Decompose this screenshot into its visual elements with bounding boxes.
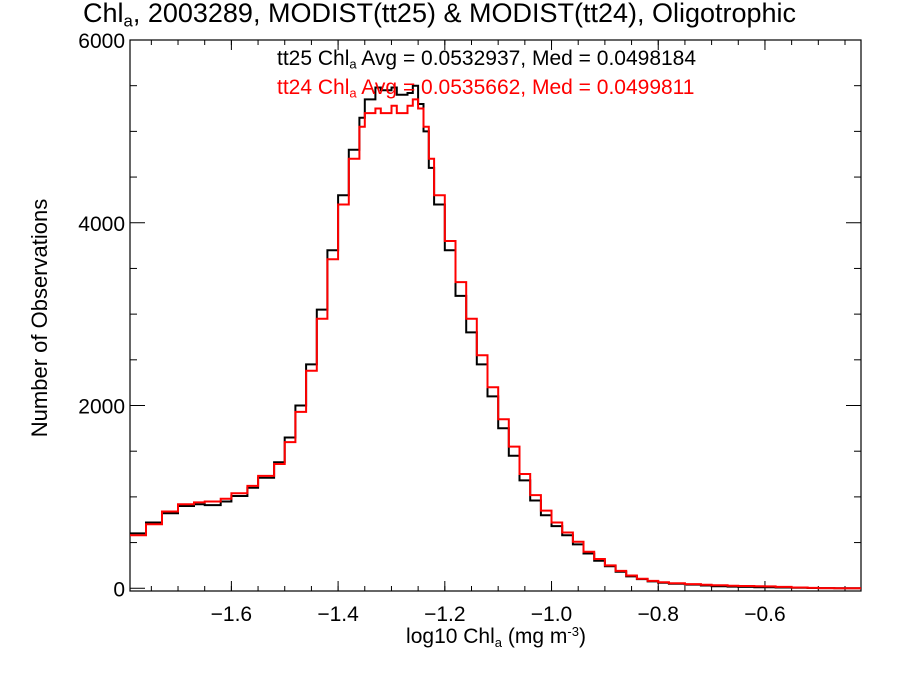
chart-title: Chla, 2003289, MODIST(tt25) & MODIST(tt2… — [83, 0, 797, 31]
y-axis-label: Number of Observations — [27, 198, 52, 438]
plot-frame — [129, 39, 862, 592]
series-layer — [130, 84, 861, 590]
y-axis-ticks: 0 2000 4000 6000 — [78, 30, 861, 601]
series-line-tt25 — [130, 84, 861, 590]
x-tick-label: −1.4 — [317, 603, 359, 626]
x-tick-label: −1.6 — [211, 603, 252, 626]
x-tick-label: −0.8 — [638, 603, 679, 626]
x-tick-label: −1.0 — [531, 603, 572, 626]
y-tick-label: 6000 — [78, 30, 125, 53]
x-axis-label: log10 Chla (mg m-3) — [406, 624, 586, 650]
x-axis-ticks: −1.6 −1.4 −1.2 −1.0 −0.8 −0.6 — [150, 40, 846, 626]
y-tick-label: 0 — [113, 578, 125, 601]
y-tick-label: 2000 — [78, 396, 125, 419]
y-tick-label: 4000 — [78, 213, 125, 236]
x-tick-label: −0.6 — [744, 603, 785, 626]
series-line-tt24 — [130, 98, 861, 590]
legend-entry-tt25: tt25 Chla Avg = 0.0532937, Med = 0.04981… — [277, 47, 697, 72]
x-tick-label: −1.2 — [424, 603, 465, 626]
legend-entry-tt24: tt24 Chla Avg = 0.0535662, Med = 0.04998… — [277, 76, 695, 101]
